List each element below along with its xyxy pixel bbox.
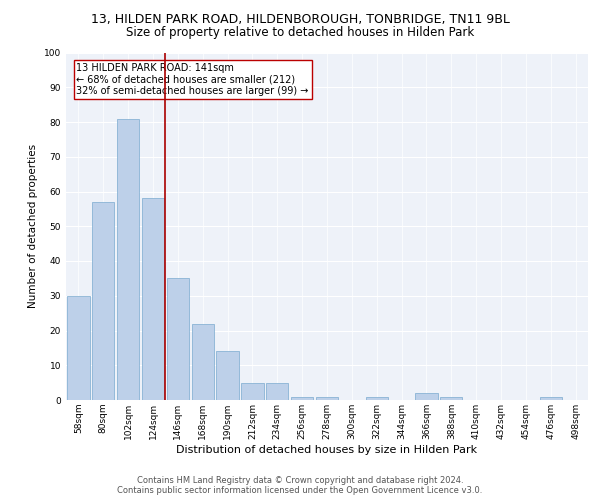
Text: Size of property relative to detached houses in Hilden Park: Size of property relative to detached ho… <box>126 26 474 39</box>
Bar <box>241 382 263 400</box>
Text: Contains HM Land Registry data © Crown copyright and database right 2024.
Contai: Contains HM Land Registry data © Crown c… <box>118 476 482 495</box>
Bar <box>365 396 388 400</box>
X-axis label: Distribution of detached houses by size in Hilden Park: Distribution of detached houses by size … <box>176 444 478 454</box>
Bar <box>316 396 338 400</box>
Bar <box>539 396 562 400</box>
Bar <box>266 382 289 400</box>
Bar <box>167 278 189 400</box>
Text: 13, HILDEN PARK ROAD, HILDENBOROUGH, TONBRIDGE, TN11 9BL: 13, HILDEN PARK ROAD, HILDENBOROUGH, TON… <box>91 12 509 26</box>
Bar <box>291 396 313 400</box>
Bar <box>142 198 164 400</box>
Y-axis label: Number of detached properties: Number of detached properties <box>28 144 38 308</box>
Bar <box>191 324 214 400</box>
Bar <box>117 118 139 400</box>
Text: 13 HILDEN PARK ROAD: 141sqm
← 68% of detached houses are smaller (212)
32% of se: 13 HILDEN PARK ROAD: 141sqm ← 68% of det… <box>76 63 309 96</box>
Bar <box>217 352 239 400</box>
Bar <box>67 296 89 400</box>
Bar <box>415 393 437 400</box>
Bar <box>92 202 115 400</box>
Bar <box>440 396 463 400</box>
